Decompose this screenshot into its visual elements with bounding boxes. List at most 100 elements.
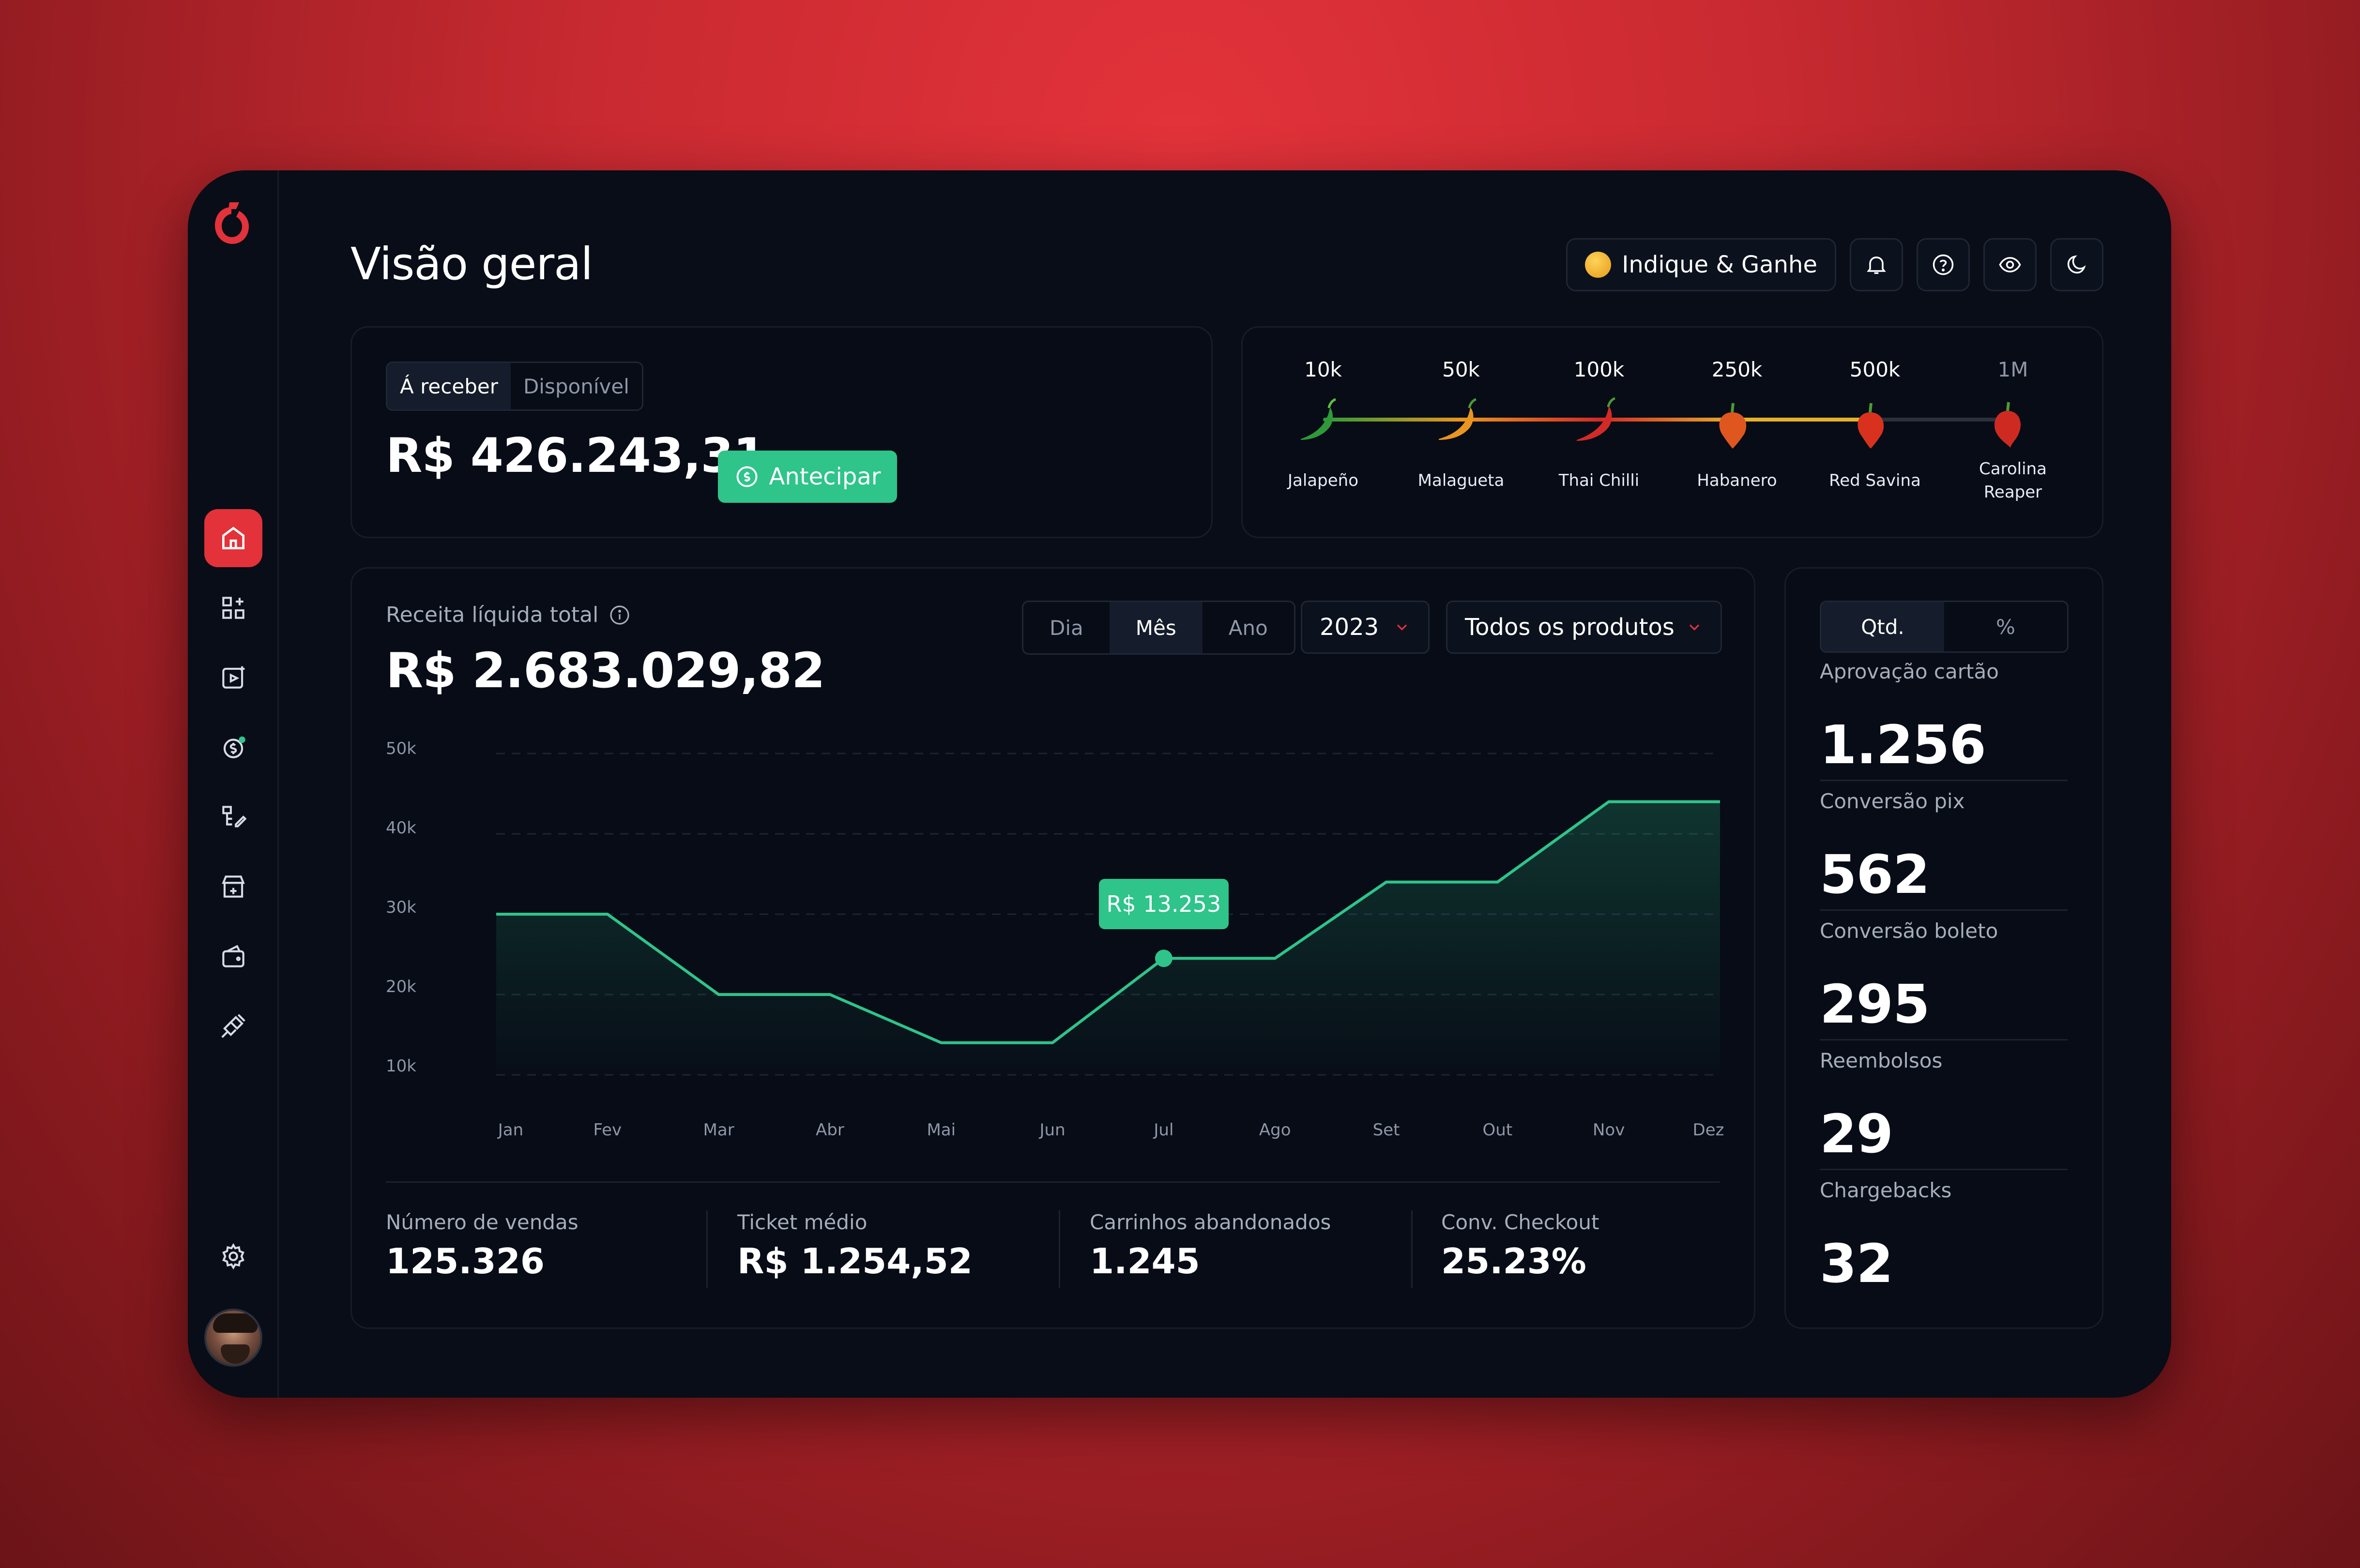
x-tick-label: Mar (703, 1120, 734, 1140)
grid-add-icon (222, 597, 244, 619)
nav-finance[interactable] (204, 718, 262, 776)
gear-icon (222, 1243, 244, 1270)
milestone-label: 100k (1573, 358, 1625, 381)
refer-button[interactable]: Indique & Ganhe (1566, 238, 1836, 291)
x-tick-label: Fev (593, 1120, 622, 1140)
x-tick-label: Jul (1154, 1120, 1174, 1140)
y-tick-label: 10k (386, 1056, 416, 1076)
avatar[interactable] (204, 1309, 262, 1367)
coin-icon (1585, 252, 1612, 278)
tab-percent[interactable]: % (1996, 615, 2015, 639)
balance-tabs: Á receber Disponível (386, 362, 643, 411)
stat-label: Ticket médio (737, 1210, 868, 1234)
divider (1820, 1039, 2068, 1040)
chevron-down-icon (1397, 624, 1407, 631)
plug-icon (221, 1014, 245, 1038)
x-tick-label: Nov (1592, 1120, 1625, 1140)
eye-icon (1999, 257, 2021, 272)
metric-value: 562 (1820, 844, 1930, 905)
tab-receivable[interactable]: Á receber (387, 363, 511, 409)
x-tick-label: Set (1372, 1120, 1400, 1140)
money-icon (223, 736, 245, 758)
home-icon (222, 527, 244, 549)
divider (1820, 909, 2068, 911)
stat-value: R$ 1.254,52 (737, 1241, 973, 1282)
metric-label: Chargebacks (1820, 1178, 1952, 1202)
balance-card: Á receber Disponível R$ 426.243,31 Antec… (350, 326, 1213, 538)
x-tick-label: Abr (816, 1120, 844, 1140)
stat-value: 125.326 (386, 1241, 545, 1282)
help-button[interactable] (1917, 238, 1970, 291)
tab-available[interactable]: Disponível (523, 374, 629, 398)
info-icon[interactable] (608, 603, 631, 627)
divider (386, 1181, 1720, 1183)
period-tabs: Dia Mês Ano (1022, 601, 1295, 655)
stat-label: Número de vendas (386, 1210, 579, 1234)
nav-wallet[interactable] (204, 927, 262, 985)
tab-month[interactable]: Mês (1109, 602, 1203, 653)
milestone-label: 500k (1849, 358, 1901, 381)
malagueta-icon (1439, 398, 1477, 440)
visibility-button[interactable] (1983, 238, 2037, 291)
nav-store[interactable] (204, 858, 262, 916)
levels-card: 10k 50k 100k 250k 500k 1M (1241, 326, 2103, 538)
metric-value: 295 (1820, 973, 1930, 1035)
product-select[interactable]: Todos os produtos (1446, 601, 1722, 654)
tab-year[interactable]: Ano (1228, 616, 1268, 640)
product-value: Todos os produtos (1465, 614, 1675, 641)
milestone-label: 10k (1304, 358, 1342, 381)
video-doc-icon (222, 666, 245, 689)
milestone-label: 250k (1711, 358, 1763, 381)
stat-checkout: Conv. Checkout 25.23% (1441, 1210, 1599, 1282)
y-tick-label: 50k (386, 739, 416, 758)
level-name: Habanero (1697, 471, 1777, 490)
highlight-point[interactable] (1155, 950, 1172, 967)
metrics-panel: Qtd. % Aprovação cartão 1.256 Conversão … (1784, 567, 2103, 1329)
milestone-label: 1M (1997, 358, 2028, 381)
red-savina-icon (1858, 403, 1884, 449)
nav-content[interactable] (204, 648, 262, 707)
sidebar (188, 170, 279, 1398)
nav-settings[interactable] (204, 1227, 262, 1285)
metric-label: Reembolsos (1820, 1049, 1943, 1072)
logo-icon (215, 202, 249, 244)
wallet-icon (222, 945, 244, 967)
nav-products[interactable] (204, 579, 262, 637)
chart-tooltip: R$ 13.253 (1098, 879, 1229, 930)
metric-label: Conversão pix (1820, 789, 1965, 813)
tab-quantity[interactable]: Qtd. (1821, 602, 1944, 651)
stat-label: Conv. Checkout (1441, 1210, 1599, 1234)
year-select[interactable]: 2023 (1301, 601, 1430, 654)
nav-orders[interactable] (204, 788, 262, 846)
money-circle-icon (736, 466, 757, 487)
revenue-amount: R$ 2.683.029,82 (386, 642, 825, 699)
nav-integrations[interactable] (204, 997, 262, 1055)
anticipate-button[interactable]: Antecipar (718, 451, 897, 503)
stat-value: 1.245 (1090, 1241, 1200, 1282)
level-name: Thai Chilli (1558, 471, 1640, 490)
level-track (1301, 397, 2021, 449)
series-area (496, 801, 1720, 1075)
divider (1411, 1210, 1413, 1288)
x-tick-label: Jan (498, 1120, 524, 1140)
notifications-button[interactable] (1850, 238, 1903, 291)
top-actions: Indique & Ganhe (1566, 238, 2103, 291)
y-tick-label: 20k (386, 977, 416, 996)
stat-ticket: Ticket médio R$ 1.254,52 (737, 1210, 973, 1282)
jalapeno-icon (1301, 398, 1336, 440)
anticipate-label: Antecipar (769, 463, 881, 490)
divider (706, 1210, 708, 1288)
theme-toggle-button[interactable] (2050, 238, 2103, 291)
nav-home[interactable] (204, 509, 262, 567)
bell-icon (1867, 256, 1886, 274)
level-name: Jalapeño (1288, 471, 1358, 490)
y-tick-label: 30k (386, 898, 416, 917)
metric-value: 1.256 (1820, 714, 1986, 776)
help-icon (1933, 254, 1954, 275)
tooltip-value: R$ 13.253 (1106, 891, 1221, 918)
tab-day[interactable]: Dia (1050, 616, 1083, 640)
divider (1820, 1169, 2068, 1170)
level-name: Red Savina (1829, 471, 1921, 490)
x-tick-label: Dez (1692, 1120, 1724, 1140)
revenue-label: Receita líquida total (386, 603, 599, 627)
